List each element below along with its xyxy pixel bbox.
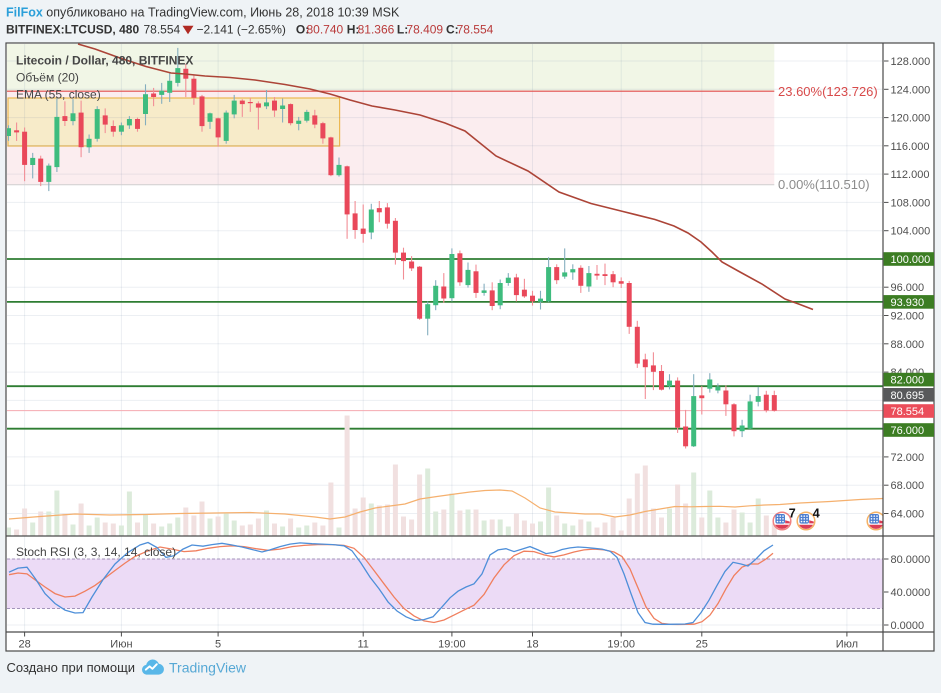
svg-text:68.000: 68.000 <box>891 480 925 492</box>
svg-text:88.000: 88.000 <box>891 339 925 351</box>
svg-text:Создано при помощи: Создано при помощи <box>7 660 136 675</box>
svg-text:93.930: 93.930 <box>891 297 925 309</box>
svg-text:FilFox опубликовано на Trading: FilFox опубликовано на TradingView.com, … <box>6 6 400 20</box>
svg-text:104.000: 104.000 <box>891 226 931 238</box>
svg-text:100.000: 100.000 <box>891 254 931 266</box>
svg-text:7: 7 <box>789 507 796 521</box>
svg-text:Stoch RSI (3, 3, 14, 14, close: Stoch RSI (3, 3, 14, 14, close) <box>16 545 176 559</box>
svg-text:64.000: 64.000 <box>891 509 925 521</box>
svg-text:4: 4 <box>813 507 820 521</box>
svg-text:96.000: 96.000 <box>891 282 925 294</box>
svg-text:19:00: 19:00 <box>438 639 466 651</box>
svg-text:23.60%(123.726): 23.60%(123.726) <box>778 84 878 99</box>
svg-text:19:00: 19:00 <box>607 639 635 651</box>
svg-text:5: 5 <box>215 639 221 651</box>
svg-text:82.000: 82.000 <box>891 375 925 387</box>
svg-text:25: 25 <box>696 639 708 651</box>
svg-text:72.000: 72.000 <box>891 452 925 464</box>
svg-text:112.000: 112.000 <box>891 169 930 181</box>
svg-text:Объём (20): Объём (20) <box>16 71 79 85</box>
svg-text:EMA (55, close): EMA (55, close) <box>16 88 101 102</box>
svg-text:120.000: 120.000 <box>891 113 931 125</box>
svg-text:11: 11 <box>357 639 368 651</box>
svg-text:Litecoin / Dollar, 480, BITFIN: Litecoin / Dollar, 480, BITFINEX <box>16 54 193 68</box>
svg-text:Июл: Июл <box>836 639 858 651</box>
svg-text:128.000: 128.000 <box>891 56 931 68</box>
svg-text:116.000: 116.000 <box>891 141 930 153</box>
svg-text:0.00%(110.510): 0.00%(110.510) <box>778 177 870 192</box>
svg-text:78.554: 78.554 <box>891 406 925 418</box>
svg-text:28: 28 <box>18 639 30 651</box>
svg-text:80.0000: 80.0000 <box>891 554 931 566</box>
svg-text:Июн: Июн <box>110 639 132 651</box>
svg-text:80.695: 80.695 <box>891 390 925 402</box>
svg-text:40.0000: 40.0000 <box>891 587 931 599</box>
svg-text:124.000: 124.000 <box>891 84 931 96</box>
svg-text:92.000: 92.000 <box>891 311 925 323</box>
svg-text:76.000: 76.000 <box>891 425 925 437</box>
svg-text:TradingView: TradingView <box>169 660 247 676</box>
svg-text:0.0000: 0.0000 <box>891 620 925 632</box>
svg-text:108.000: 108.000 <box>891 197 931 209</box>
svg-text:18: 18 <box>526 639 538 651</box>
